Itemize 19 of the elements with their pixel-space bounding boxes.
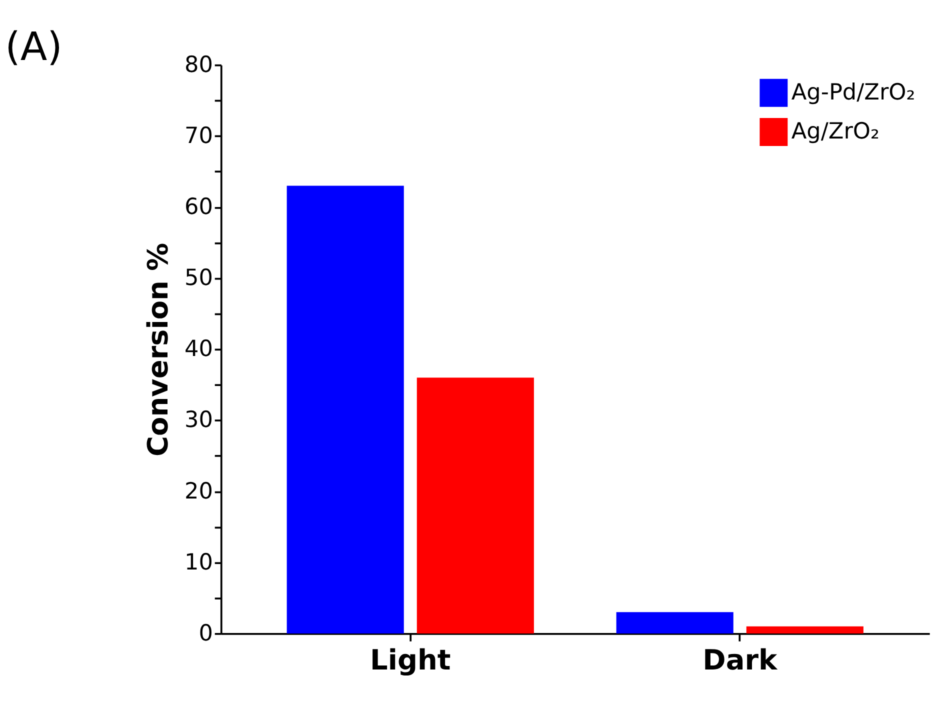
y-tick-label: 0 — [198, 620, 213, 646]
y-tick-label: 70 — [184, 122, 213, 149]
y-tick-label: 20 — [184, 478, 213, 504]
text: (A) — [5, 25, 62, 70]
bar — [616, 612, 734, 634]
y-tick-label: 50 — [184, 265, 213, 292]
x-tick-label: Light — [370, 643, 451, 676]
legend-label: Ag/ZrO₂ — [791, 118, 880, 145]
legend-label: Ag-Pd/ZrO₂ — [791, 79, 916, 106]
y-tick-label: 10 — [184, 549, 213, 576]
bar — [286, 186, 404, 634]
bar — [746, 626, 864, 634]
y-tick-label: 40 — [184, 336, 213, 362]
y-tick-label: 80 — [184, 52, 213, 78]
y-tick-label: 60 — [184, 194, 213, 220]
x-tick-label: Dark — [702, 643, 778, 676]
bar — [416, 378, 534, 634]
y-tick-label: 30 — [184, 407, 213, 434]
y-axis-title: Conversion % — [142, 242, 175, 456]
